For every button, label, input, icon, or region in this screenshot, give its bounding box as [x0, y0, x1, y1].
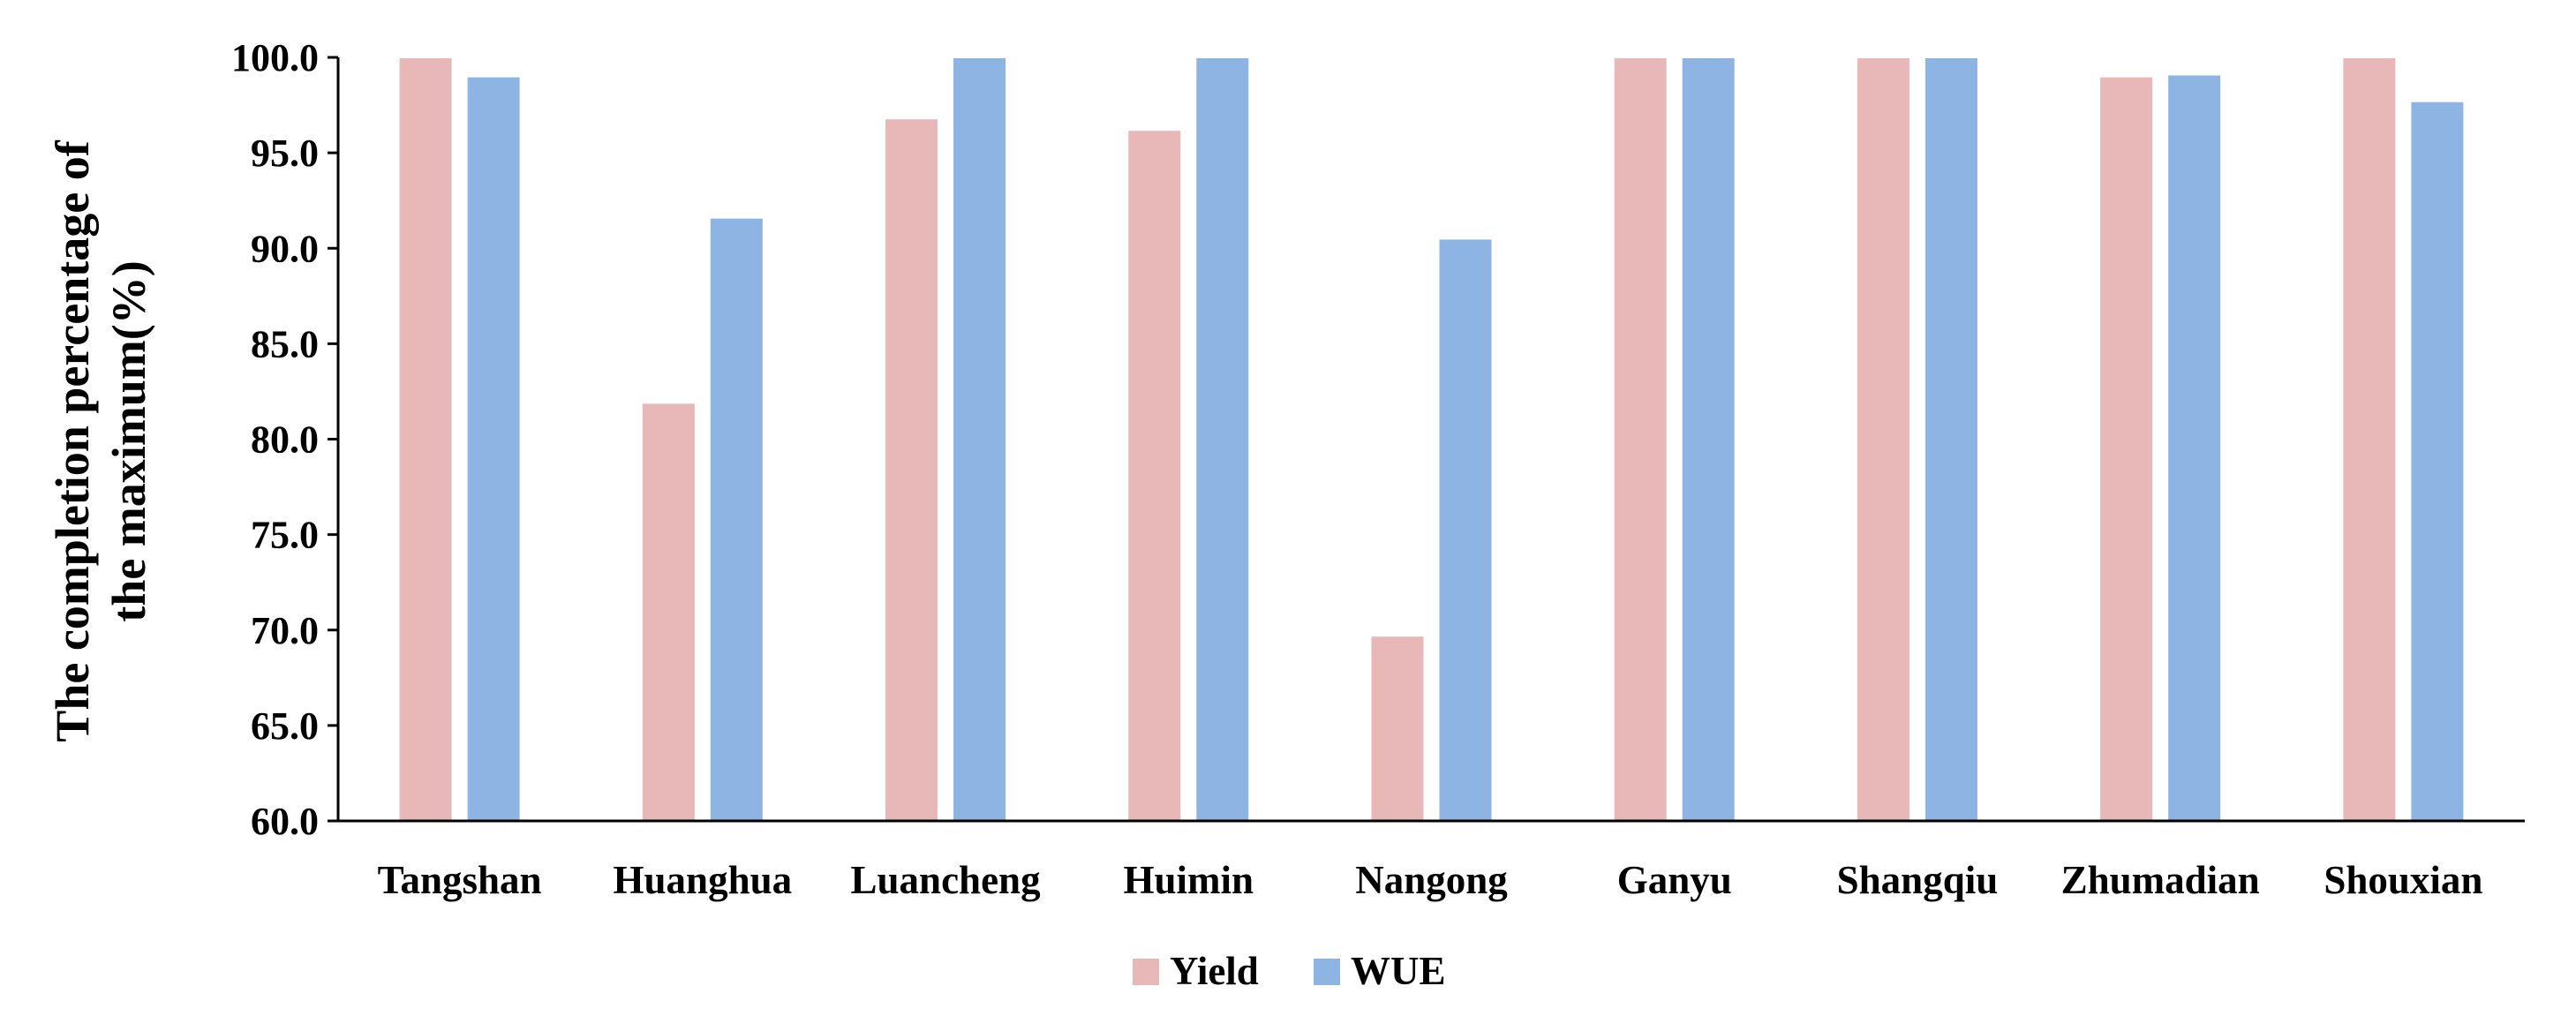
bar-yield-luancheng [884, 117, 940, 822]
legend-swatch-wue [1314, 959, 1340, 985]
bar-wue-shouxian [2409, 100, 2466, 823]
y-tick-label: 90.0 [251, 227, 319, 270]
bar-wue-huimin [1194, 56, 1251, 822]
y-axis-title-line-1: The completion percentage of [46, 139, 99, 741]
bar-wue-zhumadian [2166, 73, 2223, 822]
x-axis: Tangshan Huanghua Luancheng Huimin Nangong Ga… [338, 819, 2525, 902]
y-axis: 60.0 65.0 70.0 75.0 80.0 85.0 90.0 95.0 100.0 [231, 36, 340, 843]
y-tick-label: 60.0 [251, 800, 319, 843]
bar-yield-huimin [1126, 129, 1183, 823]
bar-wue-huanghua [708, 216, 765, 822]
y-tick-label: 70.0 [251, 609, 319, 652]
x-tick-label: Tangshan [378, 858, 542, 902]
y-tick-label: 100.0 [231, 36, 319, 79]
x-tick-label: Huimin [1124, 858, 1254, 902]
y-tick-label: 85.0 [251, 322, 319, 365]
bar-yield-huanghua [640, 402, 697, 822]
x-tick-label: Zhumadian [2061, 858, 2260, 902]
bar-wue-nangong [1437, 237, 1494, 822]
bar-yield-zhumadian [2098, 75, 2155, 822]
x-tick-label: Shouxian [2324, 858, 2482, 902]
x-tick-label: Nangong [1355, 858, 1508, 902]
bar-yield-shangqiu [1855, 56, 1911, 822]
bars-group [397, 56, 2466, 823]
bar-wue-tangshan [465, 75, 522, 822]
bar-yield-ganyu [1612, 56, 1668, 822]
x-tick-label: Huanghua [614, 858, 793, 902]
bar-wue-shangqiu [1923, 56, 1979, 822]
y-tick-label: 95.0 [251, 132, 319, 175]
y-tick-label: 80.0 [251, 418, 319, 462]
x-tick-label: Shangqiu [1837, 858, 1999, 902]
bar-yield-shouxian [2341, 56, 2398, 822]
legend-swatch-yield [1133, 959, 1159, 985]
legend-label-yield: Yield [1170, 949, 1259, 993]
y-tick-label: 75.0 [251, 514, 319, 557]
bar-yield-tangshan [397, 56, 454, 822]
bar-wue-ganyu [1680, 56, 1736, 822]
y-tick-label: 65.0 [251, 704, 319, 748]
legend-label-wue: WUE [1351, 949, 1446, 993]
x-tick-label: Ganyu [1617, 858, 1732, 902]
y-axis-title: The completion percentage of the maximum… [46, 139, 155, 741]
bar-yield-nangong [1369, 635, 1426, 822]
bar-wue-luancheng [952, 56, 1008, 822]
legend: Yield WUE [1133, 949, 1446, 993]
y-axis-title-line-2: the maximum(%) [102, 260, 155, 621]
x-tick-label: Luancheng [851, 858, 1042, 902]
